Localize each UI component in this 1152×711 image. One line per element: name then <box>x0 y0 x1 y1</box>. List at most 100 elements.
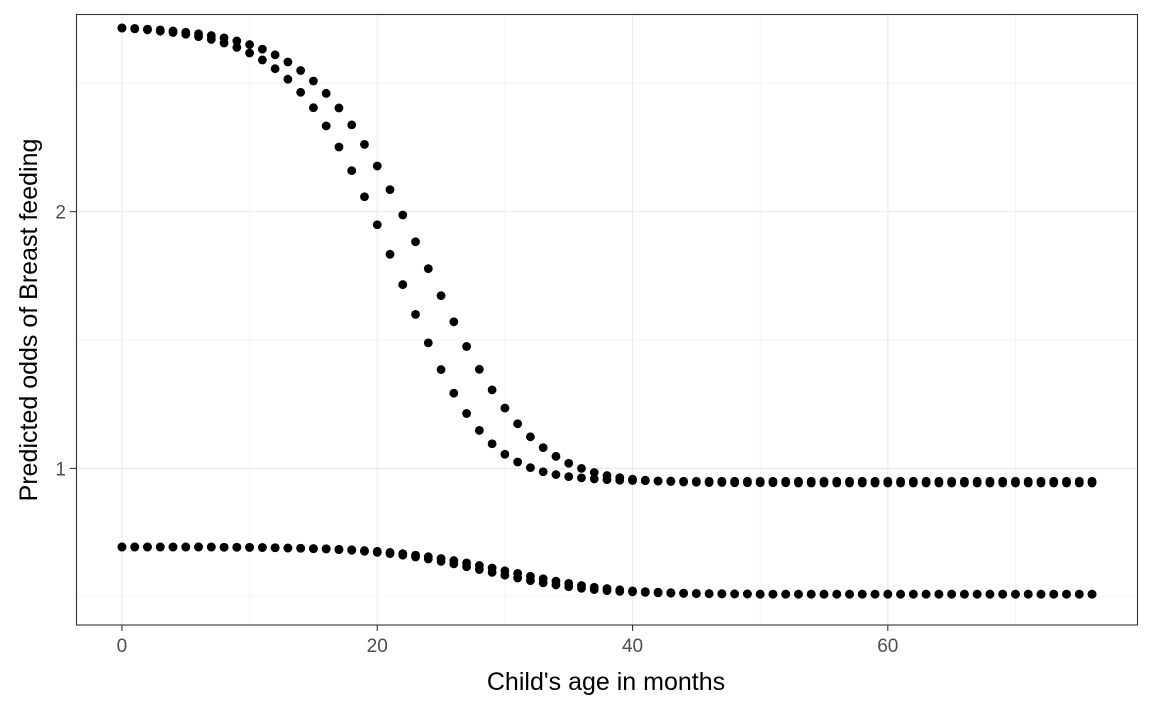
data-point <box>564 458 574 468</box>
data-point <box>398 280 408 289</box>
data-point <box>551 576 561 586</box>
data-point <box>372 220 382 230</box>
data-point <box>321 121 331 131</box>
data-point <box>1011 589 1020 599</box>
data-point <box>257 55 267 65</box>
data-point <box>691 589 701 598</box>
data-point <box>985 589 995 599</box>
data-point <box>385 249 395 259</box>
data-point <box>717 589 727 599</box>
data-point <box>283 57 293 67</box>
data-point <box>411 309 420 319</box>
data-point <box>436 554 446 563</box>
data-point <box>947 589 957 599</box>
data-point <box>487 563 497 573</box>
data-point <box>768 478 778 488</box>
data-point <box>513 457 523 467</box>
data-point <box>462 558 471 568</box>
data-point <box>155 25 165 35</box>
data-point <box>436 291 446 301</box>
data-point <box>474 561 484 570</box>
data-point <box>360 546 369 555</box>
data-point <box>372 161 382 171</box>
data-point <box>1062 478 1071 488</box>
data-point <box>309 544 318 553</box>
data-point <box>500 449 510 459</box>
data-point <box>462 409 471 418</box>
data-point <box>526 432 535 442</box>
data-point <box>806 478 816 488</box>
data-point <box>1023 478 1033 488</box>
data-point <box>474 426 484 435</box>
data-point <box>781 589 791 599</box>
data-point <box>896 589 905 599</box>
data-point <box>206 542 216 552</box>
data-point <box>257 44 267 54</box>
data-point <box>155 542 165 552</box>
data-point <box>270 50 280 60</box>
data-point <box>640 587 650 597</box>
data-point <box>679 588 688 598</box>
data-point <box>845 589 854 599</box>
data-point <box>296 87 306 97</box>
data-point <box>832 478 842 488</box>
data-point <box>500 403 510 413</box>
data-point <box>960 478 969 488</box>
data-point <box>385 185 395 194</box>
data-point <box>538 574 548 584</box>
data-point <box>794 589 803 599</box>
data-point <box>717 478 727 487</box>
data-point <box>360 140 369 149</box>
data-point <box>385 547 395 557</box>
data-point <box>666 588 676 598</box>
data-point <box>743 589 752 599</box>
data-point <box>1087 478 1097 488</box>
data-point <box>462 342 471 351</box>
data-point <box>411 550 420 560</box>
data-point <box>1011 478 1020 488</box>
data-point <box>908 478 918 488</box>
data-point <box>168 542 178 552</box>
data-point <box>564 472 574 482</box>
data-point <box>666 477 676 486</box>
data-point <box>487 439 497 449</box>
data-point <box>117 23 127 33</box>
data-point <box>283 74 293 84</box>
data-point <box>270 64 280 74</box>
data-point <box>219 542 229 552</box>
data-point <box>857 478 867 488</box>
data-point <box>870 478 880 488</box>
data-point <box>360 192 369 202</box>
data-point <box>143 24 152 34</box>
x-axis: 0 20 40 60 <box>117 625 898 657</box>
data-point <box>857 589 867 599</box>
data-point <box>245 48 254 58</box>
data-point <box>819 589 829 599</box>
data-point <box>423 264 433 274</box>
data-point <box>347 545 357 555</box>
data-point <box>551 451 561 461</box>
data-point <box>194 29 203 39</box>
data-point <box>755 478 765 488</box>
data-point <box>845 478 854 488</box>
data-point <box>449 556 459 565</box>
data-point <box>921 478 931 488</box>
data-point <box>998 478 1008 488</box>
data-point <box>232 542 242 552</box>
data-point <box>589 474 599 484</box>
x-tick-label: 40 <box>622 636 643 657</box>
data-point <box>309 103 318 113</box>
data-point <box>628 474 637 484</box>
data-points <box>117 23 1097 599</box>
data-point <box>347 120 357 130</box>
data-point <box>730 478 740 488</box>
data-point <box>513 568 523 578</box>
data-point <box>577 581 586 590</box>
data-point <box>181 542 191 552</box>
major-gridlines <box>76 14 1138 625</box>
data-point <box>206 31 216 40</box>
data-point <box>130 23 140 33</box>
data-point <box>117 542 127 552</box>
data-point <box>628 586 637 596</box>
